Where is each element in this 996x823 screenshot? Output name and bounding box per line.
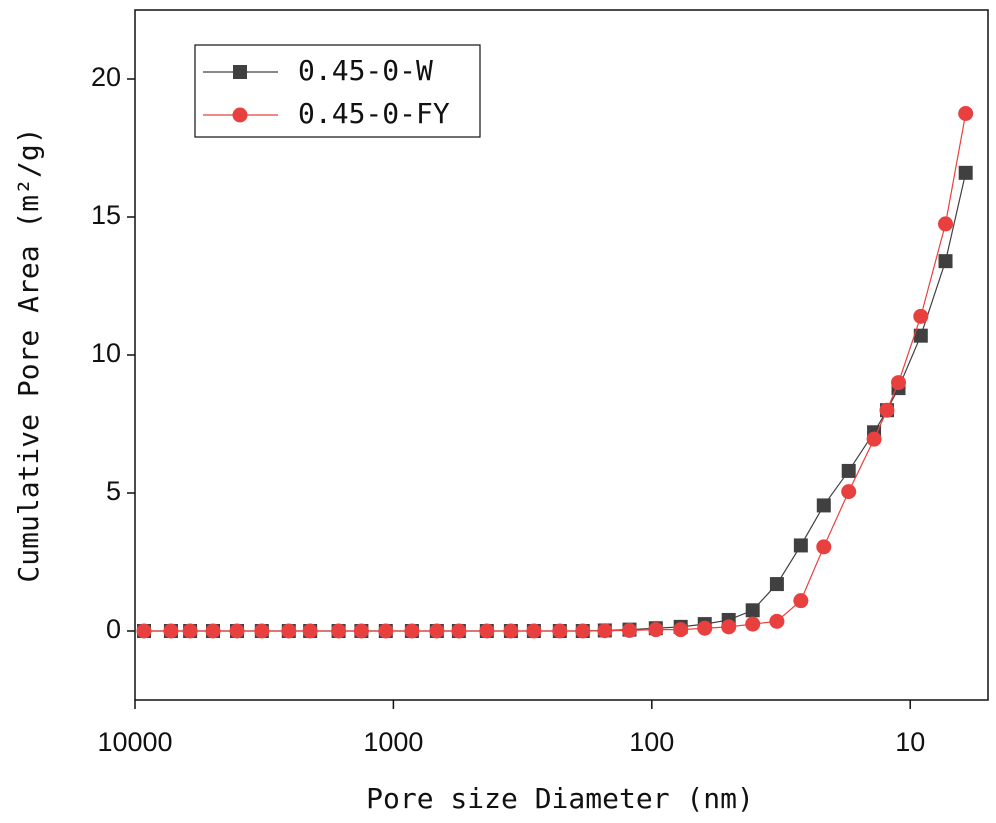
data-point <box>182 623 198 639</box>
data-point <box>769 577 784 592</box>
data-point <box>404 623 420 639</box>
y-tick-label: 10 <box>91 338 121 368</box>
data-point <box>302 623 318 639</box>
x-tick-label: 1000 <box>363 727 423 757</box>
data-point <box>866 431 882 447</box>
data-point <box>163 623 179 639</box>
legend-marker <box>232 107 248 123</box>
legend-marker <box>233 65 247 79</box>
data-point <box>648 622 664 638</box>
data-point <box>913 328 928 343</box>
x-tick-label: 100 <box>629 727 674 757</box>
data-point <box>745 603 760 618</box>
y-tick-label: 0 <box>106 614 121 644</box>
data-point <box>879 402 895 418</box>
data-point <box>552 623 568 639</box>
data-point <box>816 539 832 555</box>
data-point <box>958 106 974 121</box>
y-axis-label: Cumulative Pore Area (m²/g) <box>12 127 45 582</box>
data-point <box>429 623 445 639</box>
x-axis-label: Pore size Diameter (nm) <box>366 782 754 815</box>
legend-label: 0.45-0-FY <box>298 97 450 130</box>
data-point <box>136 623 152 639</box>
data-point <box>697 620 713 636</box>
data-point <box>745 616 761 632</box>
data-point <box>621 622 637 638</box>
y-tick-label: 20 <box>91 62 121 92</box>
y-tick-label: 15 <box>91 200 121 230</box>
y-tick-label: 5 <box>106 476 121 506</box>
data-point <box>254 623 270 639</box>
data-point <box>673 622 689 638</box>
data-point <box>597 623 613 639</box>
data-point <box>229 623 245 639</box>
data-point <box>721 619 737 635</box>
data-point <box>841 463 856 478</box>
data-point <box>353 623 369 639</box>
data-point <box>503 623 519 639</box>
data-point <box>479 623 495 639</box>
data-point <box>841 484 857 500</box>
data-point <box>281 623 297 639</box>
data-point <box>938 216 954 232</box>
data-point <box>891 375 907 391</box>
data-point <box>816 498 831 513</box>
data-point <box>451 623 467 639</box>
data-point <box>769 613 785 629</box>
data-point <box>958 165 973 180</box>
data-point <box>913 308 929 324</box>
data-point <box>378 623 394 639</box>
data-point <box>938 254 953 269</box>
data-point <box>331 623 347 639</box>
series-line <box>143 113 967 632</box>
data-point <box>793 593 809 609</box>
data-point <box>205 623 221 639</box>
data-point <box>793 538 808 553</box>
data-point <box>575 623 591 639</box>
data-point <box>526 623 542 639</box>
legend-label: 0.45-0-W <box>298 54 433 87</box>
series-line <box>143 172 967 632</box>
x-tick-label: 10 <box>895 727 925 757</box>
x-tick-label: 10000 <box>97 727 172 757</box>
